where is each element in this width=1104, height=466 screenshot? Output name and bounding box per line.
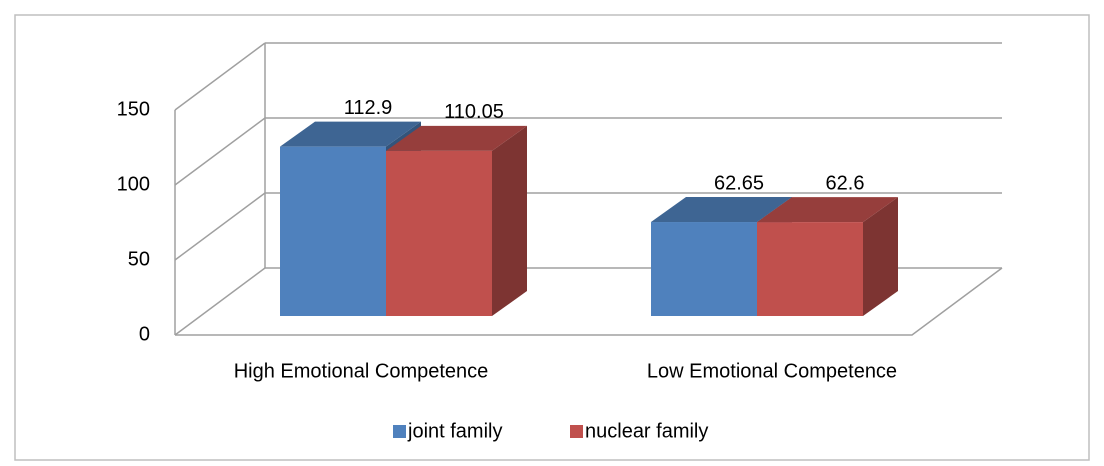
x-tick-label: High Emotional Competence [234, 360, 489, 382]
data-label: 62.65 [714, 172, 764, 194]
legend-label: nuclear family [585, 420, 708, 442]
legend-label: joint family [407, 420, 502, 442]
bar-top [651, 197, 792, 223]
y-tick-label: 150 [117, 98, 150, 120]
grid-line-side [174, 267, 266, 336]
floor [175, 267, 1003, 336]
bar-top [757, 197, 898, 223]
bar-side [863, 197, 898, 316]
y-tick-label: 0 [139, 323, 150, 345]
grid-line-side [174, 42, 266, 111]
y-tick-label: 100 [117, 173, 150, 195]
bar-top [386, 125, 527, 151]
x-tick-label: Low Emotional Competence [647, 360, 897, 382]
grid-line-side [174, 192, 266, 261]
bar [386, 150, 492, 316]
bar [757, 222, 863, 316]
chart-border [14, 14, 1090, 461]
legend-swatch [393, 425, 406, 438]
bar-top [280, 121, 421, 147]
bar [280, 146, 386, 316]
data-label: 112.9 [344, 97, 393, 119]
y-tick-label: 50 [128, 248, 150, 270]
legend-swatch [570, 425, 583, 438]
bar [651, 222, 757, 316]
data-label: 62.6 [826, 172, 865, 194]
grid-line-side [174, 117, 266, 186]
data-label: 110.05 [444, 101, 504, 123]
bar-side [492, 125, 527, 316]
